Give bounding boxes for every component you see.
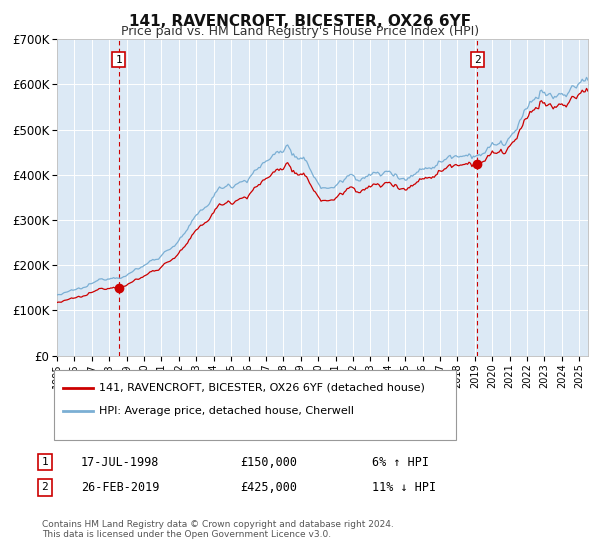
Text: 141, RAVENCROFT, BICESTER, OX26 6YF: 141, RAVENCROFT, BICESTER, OX26 6YF (129, 14, 471, 29)
Text: £150,000: £150,000 (240, 455, 297, 469)
Text: 11% ↓ HPI: 11% ↓ HPI (372, 480, 436, 494)
Text: Price paid vs. HM Land Registry's House Price Index (HPI): Price paid vs. HM Land Registry's House … (121, 25, 479, 38)
Text: 2: 2 (41, 482, 49, 492)
Text: 17-JUL-1998: 17-JUL-1998 (81, 455, 160, 469)
Text: 2: 2 (474, 54, 481, 64)
Text: 6% ↑ HPI: 6% ↑ HPI (372, 455, 429, 469)
Text: 1: 1 (41, 457, 49, 467)
Text: £425,000: £425,000 (240, 480, 297, 494)
Text: HPI: Average price, detached house, Cherwell: HPI: Average price, detached house, Cher… (99, 407, 354, 416)
Text: 1: 1 (115, 54, 122, 64)
Text: 141, RAVENCROFT, BICESTER, OX26 6YF (detached house): 141, RAVENCROFT, BICESTER, OX26 6YF (det… (99, 383, 425, 393)
Text: 26-FEB-2019: 26-FEB-2019 (81, 480, 160, 494)
Text: Contains HM Land Registry data © Crown copyright and database right 2024.
This d: Contains HM Land Registry data © Crown c… (42, 520, 394, 539)
